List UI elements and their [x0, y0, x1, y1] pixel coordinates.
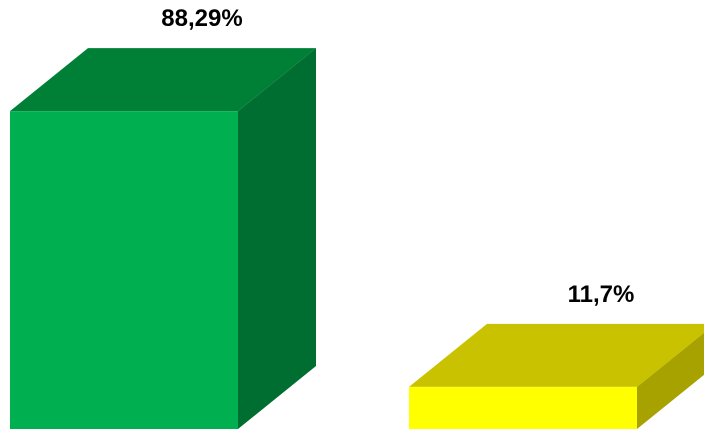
data-label-1: 88,29%: [161, 5, 242, 32]
bar-1-top: [10, 48, 316, 112]
bar-1-side: [238, 48, 316, 429]
bar-1-front: [10, 111, 238, 429]
labels-layer: 88,29% 11,7%: [161, 5, 634, 308]
bars-layer: [10, 48, 704, 429]
bar-2-front: [409, 386, 637, 429]
bar-2-top: [409, 323, 704, 387]
data-label-2: 11,7%: [568, 281, 635, 308]
bar-2-side: [637, 332, 704, 429]
